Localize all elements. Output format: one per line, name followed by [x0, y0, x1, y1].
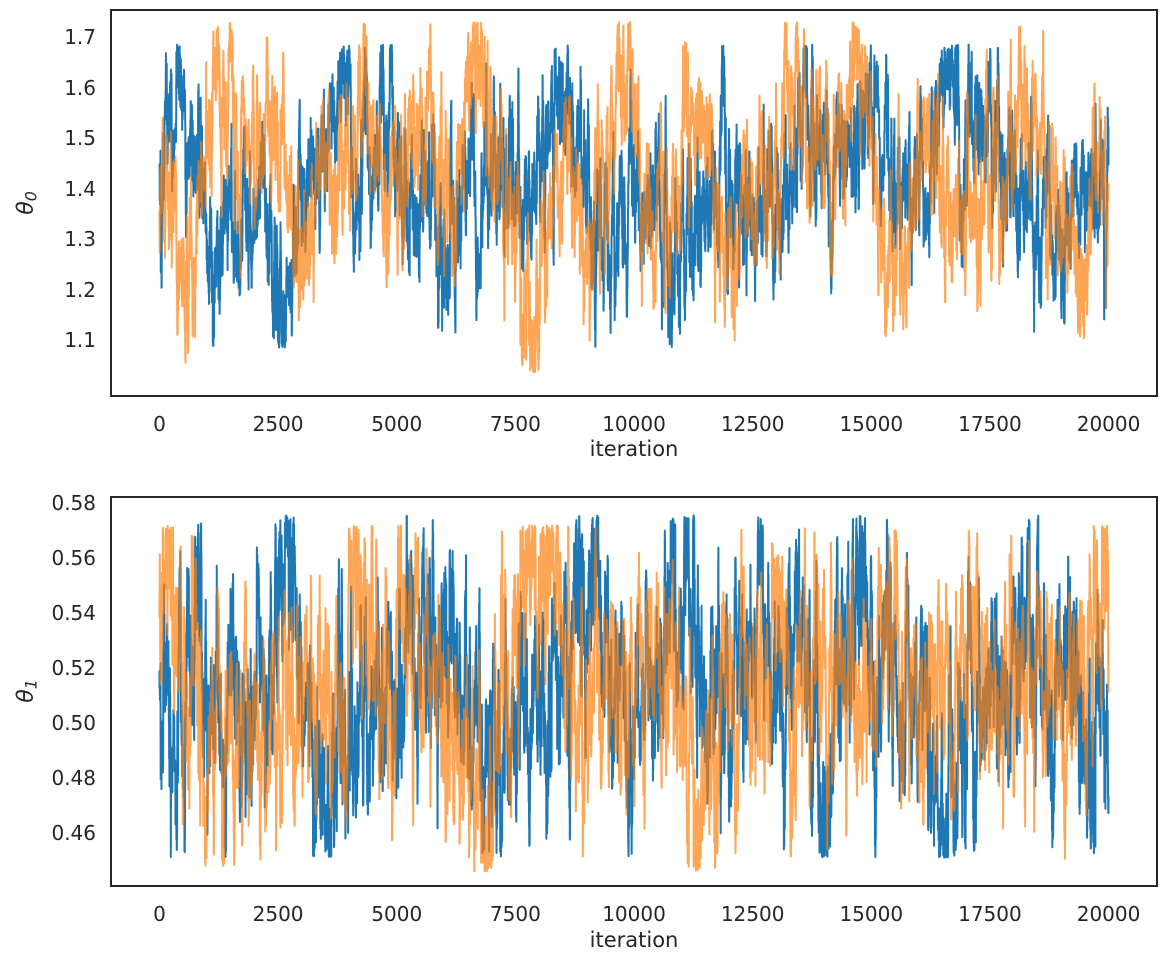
x-axis-label-bottom: iteration [589, 928, 679, 952]
y-tick-label: 1.6 [64, 75, 96, 100]
x-tick-label: 15000 [839, 412, 904, 436]
x-tick-label: 15000 [839, 902, 904, 926]
x-tick-label: 20000 [1076, 412, 1141, 436]
y-tick-label: 1.1 [64, 328, 96, 352]
trace-canvas-theta0 [112, 11, 1156, 395]
x-tick-label: 17500 [958, 902, 1022, 926]
trace-canvas-theta1 [112, 498, 1156, 885]
y-tick-label: 1.2 [64, 277, 96, 302]
y-tick-label: 0.56 [51, 545, 96, 570]
x-tick-label: 5000 [371, 902, 423, 926]
y-tick-label: 0.50 [51, 710, 96, 735]
theta-subscript: 1 [21, 679, 41, 690]
x-tick-label: 7500 [489, 412, 541, 436]
x-tick-label: 2500 [252, 412, 304, 436]
y-tick-label: 0.52 [51, 655, 96, 680]
x-tick-label: 5000 [371, 412, 423, 436]
y-tick-label: 1.4 [64, 176, 96, 201]
x-tick-label: 12500 [720, 902, 785, 926]
x-tick-label: 0 [153, 412, 166, 436]
y-tick-label: 0.46 [51, 821, 96, 845]
x-tick-label: 10000 [602, 412, 666, 436]
y-tick-label: 0.58 [51, 490, 96, 515]
x-axis-label-top: iteration [589, 437, 679, 461]
x-tick-label: 7500 [489, 902, 541, 926]
x-tick-label: 10000 [602, 902, 666, 926]
y-tick-label: 0.48 [51, 766, 96, 790]
plot-area-theta0 [110, 9, 1158, 397]
theta-symbol: θ [13, 201, 39, 215]
x-tick-label: 0 [153, 902, 166, 926]
x-tick-label: 2500 [252, 902, 304, 926]
y-tick-label: 1.3 [64, 227, 96, 251]
x-tick-label: 20000 [1076, 902, 1141, 926]
theta-symbol: θ [13, 689, 39, 703]
y-tick-label: 1.7 [64, 25, 96, 49]
y-tick-label: 0.54 [51, 600, 96, 625]
x-tick-label: 17500 [958, 412, 1022, 436]
x-tick-label: 12500 [720, 412, 785, 436]
y-tick-label: 1.5 [64, 126, 96, 150]
y-axis-label-theta1: θ1 [14, 679, 41, 703]
plot-area-theta1 [110, 496, 1158, 887]
